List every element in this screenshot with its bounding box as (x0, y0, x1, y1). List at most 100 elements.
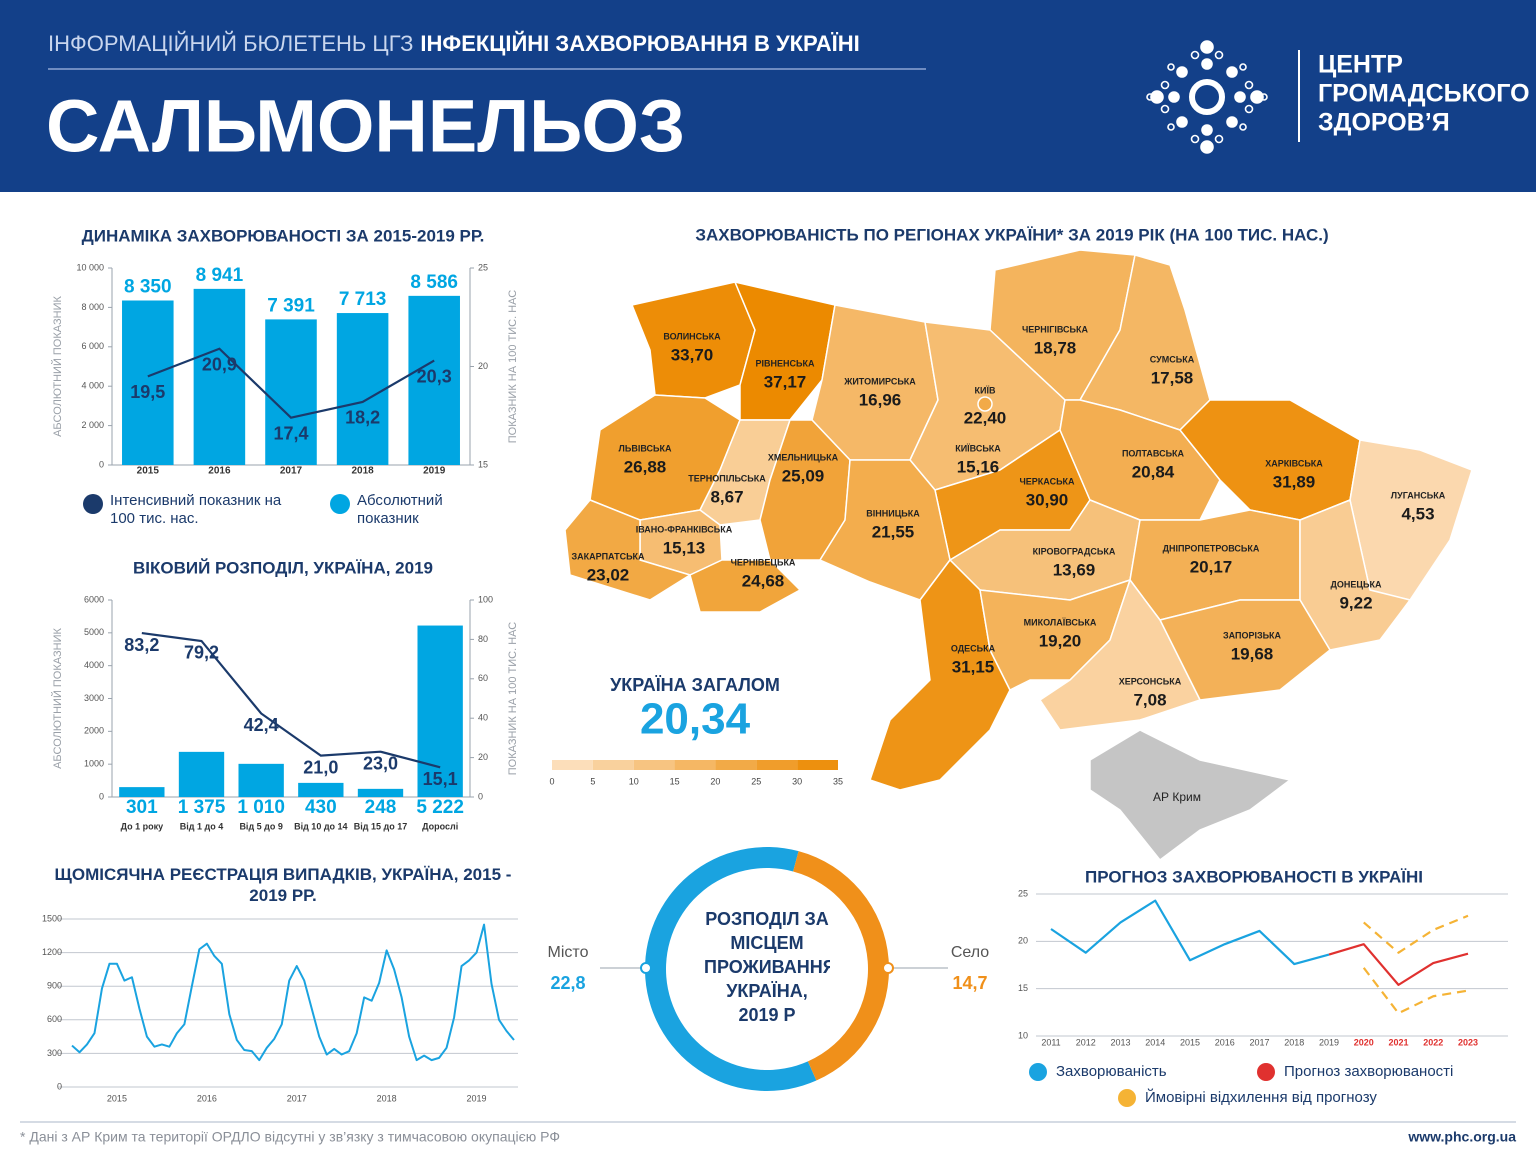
legend-label: Інтенсивний показник на 100 тис. нас. (110, 492, 282, 527)
region-value: 13,69 (1053, 560, 1096, 579)
region-value: 25,09 (782, 466, 825, 485)
scale-step (592, 760, 634, 770)
line (71, 923, 515, 1062)
y-tick-label: 10 (1018, 1030, 1028, 1040)
region-name: ХАРКІВСЬКА (1265, 458, 1323, 468)
logo-dot (1214, 50, 1224, 60)
org-line: ЦЕНТР (1318, 51, 1403, 79)
logo-dot (1167, 123, 1175, 131)
y-tick-label: 0 (57, 1081, 62, 1091)
x-tick-label: 2018 (351, 466, 374, 477)
logo-dot (1244, 104, 1254, 114)
y-tick-label: 0 (99, 791, 104, 801)
org-line: ГРОМАДСЬКОГО (1318, 80, 1530, 108)
region-name: ЗАПОРІЗЬКА (1223, 630, 1282, 640)
logo-dot (1176, 66, 1188, 78)
legend-swatch (1257, 1063, 1275, 1081)
x-tick-label: Від 5 до 9 (239, 821, 282, 831)
legend-label: Абсолютний показник (357, 492, 443, 527)
legend-label: Захворюваність (1056, 1063, 1167, 1080)
x-tick-label: 2015 (1180, 1037, 1200, 1047)
logo-dot (1176, 116, 1188, 128)
y-tick-label: 300 (47, 1048, 62, 1058)
x-tick-label: 2019 (467, 1093, 487, 1103)
logo-dot (1160, 80, 1170, 90)
category-label: Місто (548, 944, 589, 961)
logo-dot (1201, 58, 1213, 70)
legend-swatch (1029, 1063, 1047, 1081)
donut-title-frame: РОЗПОДІЛ ЗА МІСЦЕМ ПРОЖИВАННЯ, УКРАЇНА, … (704, 909, 830, 1025)
region-value: 4,53 (1401, 504, 1434, 523)
y2-axis-label: ПОКАЗНИК НА 100 ТИС. НАС (507, 290, 519, 444)
legend-label: Прогноз захворюваності (1284, 1063, 1453, 1080)
region-name: ЖИТОМИРСЬКА (843, 376, 916, 386)
y-tick-label: 8 000 (81, 302, 104, 312)
x-tick-label: 2019 (1319, 1037, 1339, 1047)
scale-tick-label: 25 (751, 776, 761, 786)
region-value: 15,16 (957, 457, 1000, 476)
line-value-label: 15,1 (423, 769, 458, 789)
logo-dot (1244, 80, 1254, 90)
bar (408, 295, 460, 465)
x-tick-label: 2017 (1249, 1037, 1269, 1047)
chart-title: ЩОМІСЯЧНА РЕЄСТРАЦІЯ ВИПАДКІВ, УКРАЇНА, … (54, 865, 512, 905)
connector-dot (882, 962, 894, 974)
line-value-label: 79,2 (184, 643, 219, 663)
x-tick-label: 2021 (1388, 1037, 1408, 1047)
region-name: ТЕРНОПІЛЬСЬКА (688, 473, 766, 483)
region-name: ДОНЕЦЬКА (1331, 579, 1382, 589)
region-value: 31,89 (1273, 472, 1316, 491)
region-name: ЧЕРНІГІВСЬКА (1022, 324, 1089, 334)
region-name: ВОЛИНСЬКА (663, 331, 721, 341)
region-name: ОДЕСЬКА (951, 643, 996, 653)
header-subtitle: ІНФОРМАЦІЙНИЙ БЮЛЕТЕНЬ ЦГЗ ІНФЕКЦІЙНІ ЗАХ… (48, 31, 860, 56)
logo-dot (1201, 124, 1213, 136)
region-name: КИЇВСЬКА (955, 443, 1001, 453)
y2-tick-label: 80 (478, 634, 488, 644)
bar (178, 751, 225, 797)
logo-dot (1239, 123, 1247, 131)
x-tick-label: 2023 (1458, 1037, 1478, 1047)
line (1050, 899, 1330, 966)
y-tick-label: 1200 (42, 947, 62, 957)
x-tick-label: 2016 (1215, 1037, 1235, 1047)
region-name: РІВНЕНСЬКА (756, 358, 815, 368)
logo-dot (1214, 134, 1224, 144)
line-value-label: 17,4 (273, 423, 308, 443)
legend-swatch (83, 494, 103, 514)
bar (417, 625, 463, 797)
region-value: 7,08 (1133, 690, 1166, 709)
logo-dot (1146, 93, 1154, 101)
city-name: КИЇВ (975, 385, 996, 395)
region-value: 23,02 (587, 565, 630, 584)
scale-step (633, 760, 675, 770)
y-tick-label: 2 000 (81, 420, 104, 430)
y-tick-label: 1500 (42, 913, 62, 923)
scale-step (552, 760, 593, 770)
region (564, 499, 691, 601)
logo (1146, 40, 1268, 154)
chart-title-frame: ЩОМІСЯЧНА РЕЄСТРАЦІЯ ВИПАДКІВ, УКРАЇНА, … (54, 865, 512, 905)
y-axis-label: АБСОЛЮТНИЙ ПОКАЗНИК (51, 628, 64, 769)
line (1362, 967, 1469, 1015)
total-value: 20,34 (640, 695, 751, 744)
x-tick-label: Від 10 до 14 (294, 821, 347, 831)
scale-tick-label: 0 (549, 776, 554, 786)
bar (357, 788, 404, 797)
y2-tick-label: 20 (478, 361, 488, 371)
y-tick-label: 1000 (84, 759, 104, 769)
x-tick-label: 2013 (1110, 1037, 1130, 1047)
region-name: ЧЕРКАСЬКА (1019, 476, 1075, 486)
region-value: 9,22 (1339, 593, 1372, 612)
scale-tick-label: 35 (833, 776, 843, 786)
legend-label-frame: Інтенсивний показник на 100 тис. нас. (110, 492, 282, 527)
x-tick-label: 2022 (1423, 1037, 1443, 1047)
region (1299, 499, 1411, 651)
chart-title: ДИНАМІКА ЗАХВОРЮВАНОСТІ ЗА 2015-2019 РР. (82, 226, 485, 245)
org-line: ЗДОРОВ’Я (1318, 109, 1450, 137)
region-value: 19,20 (1039, 631, 1082, 650)
website: www.phc.org.ua (1407, 1129, 1516, 1145)
bar (298, 782, 344, 797)
chart-title: ЗАХВОРЮВАНІСТЬ ПО РЕГІОНАХ УКРАЇНИ* ЗА 2… (695, 225, 1328, 244)
